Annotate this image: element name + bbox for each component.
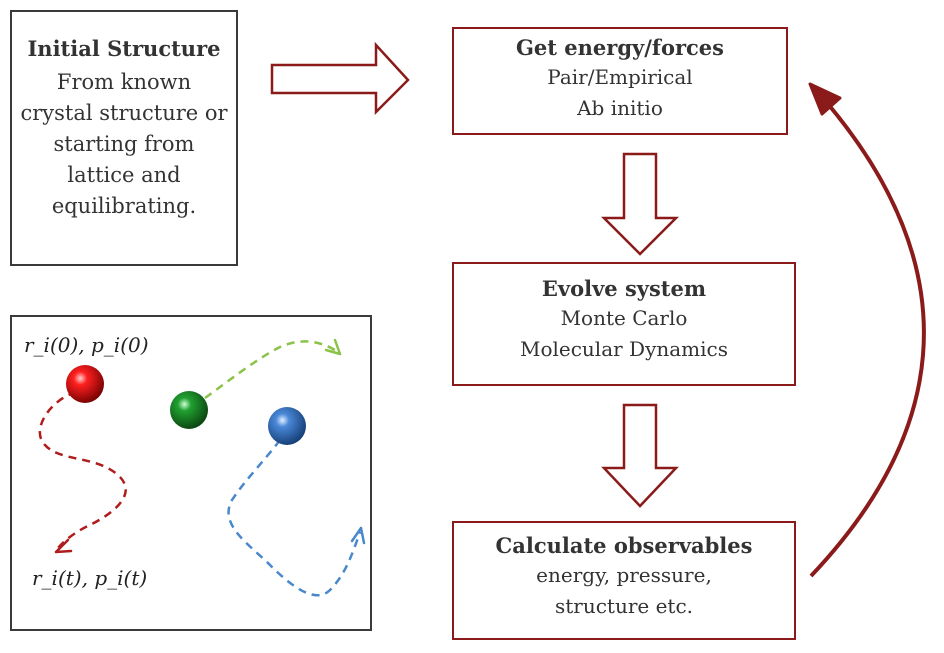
arrow-feedback-head <box>808 82 842 116</box>
energy-forces-box: Get energy/forces Pair/Empirical Ab init… <box>452 27 788 135</box>
calculate-observables-line-2: structure etc. <box>554 594 694 618</box>
energy-forces-line-2: Ab initio <box>577 96 663 120</box>
calculate-observables-line-1: energy, pressure, <box>536 563 712 587</box>
label-final-state: r_i(t), p_i(t) <box>32 566 148 590</box>
initial-structure-line-1: From known <box>56 70 192 94</box>
initial-structure-title: Initial Structure <box>27 36 221 61</box>
arrow-energy-to-evolve <box>600 152 680 256</box>
calculate-observables-title: Calculate observables <box>495 533 753 558</box>
label-initial-state: r_i(0), p_i(0) <box>24 333 149 357</box>
blue-particle <box>268 407 306 445</box>
red-particle <box>66 365 104 403</box>
evolve-system-box: Evolve system Monte Carlo Molecular Dyna… <box>452 262 796 386</box>
green-trajectory <box>204 340 339 400</box>
initial-structure-line-5: equilibrating. <box>51 194 197 218</box>
blue-trajectory-head <box>350 526 366 545</box>
particles-panel <box>10 315 372 631</box>
evolve-system-line-1: Monte Carlo <box>560 306 688 330</box>
initial-structure-line-4: lattice and <box>67 163 181 187</box>
green-particle <box>170 391 208 429</box>
arrow-init-to-energy <box>270 41 410 116</box>
blue-trajectory <box>227 439 362 597</box>
evolve-system-line-2: Molecular Dynamics <box>519 337 729 361</box>
red-trajectory <box>38 390 127 549</box>
energy-forces-title: Get energy/forces <box>516 35 724 60</box>
evolve-system-title: Evolve system <box>541 276 707 301</box>
initial-structure-box: Initial Structure From known crystal str… <box>10 10 238 266</box>
initial-structure-line-3: starting from <box>53 132 195 156</box>
red-trajectory-head <box>54 538 73 554</box>
energy-forces-line-1: Pair/Empirical <box>547 65 693 89</box>
arrow-evolve-to-calc <box>601 403 679 508</box>
arrow-feedback-loop <box>809 102 926 578</box>
calculate-observables-box: Calculate observables energy, pressure, … <box>452 521 796 640</box>
initial-structure-line-2: crystal structure or <box>20 101 228 125</box>
green-trajectory-head <box>324 338 342 356</box>
